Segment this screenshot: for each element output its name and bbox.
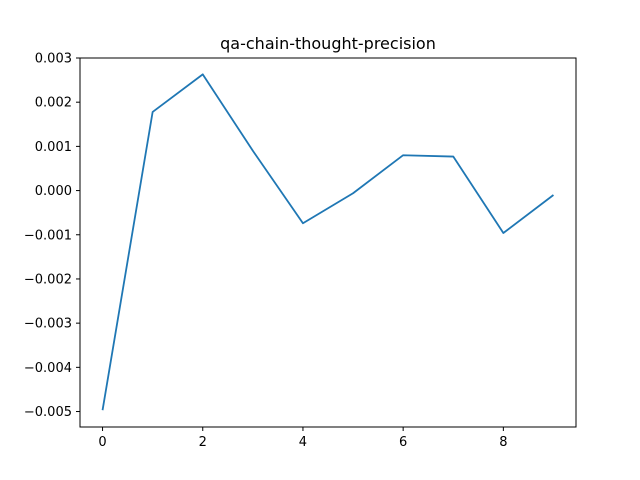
x-axis: 0 2 4 6 8 <box>98 427 507 450</box>
y-tick-label: 0.001 <box>35 140 72 155</box>
x-tick-label: 2 <box>199 435 207 450</box>
y-tick-label: −0.004 <box>24 361 72 376</box>
y-tick-label: 0.002 <box>35 96 72 111</box>
x-tick-label: 8 <box>499 435 507 450</box>
axes-frame <box>79 57 577 428</box>
y-tick-label: 0.000 <box>35 184 72 199</box>
chart-title: qa-chain-thought-precision <box>220 34 436 53</box>
x-tick-label: 0 <box>98 435 106 450</box>
y-tick-label: 0.003 <box>35 52 72 67</box>
y-tick-label: −0.005 <box>24 405 72 420</box>
y-axis: 0.003 0.002 0.001 0.000 −0.001 −0.002 −0.003 −0… <box>24 52 80 420</box>
series-line <box>101 73 554 411</box>
plot-area <box>101 73 554 411</box>
y-tick-label: −0.002 <box>24 272 72 287</box>
x-tick-label: 6 <box>399 435 407 450</box>
y-tick-label: −0.001 <box>24 228 72 243</box>
x-tick-label: 4 <box>299 435 307 450</box>
y-tick-label: −0.003 <box>24 317 72 332</box>
